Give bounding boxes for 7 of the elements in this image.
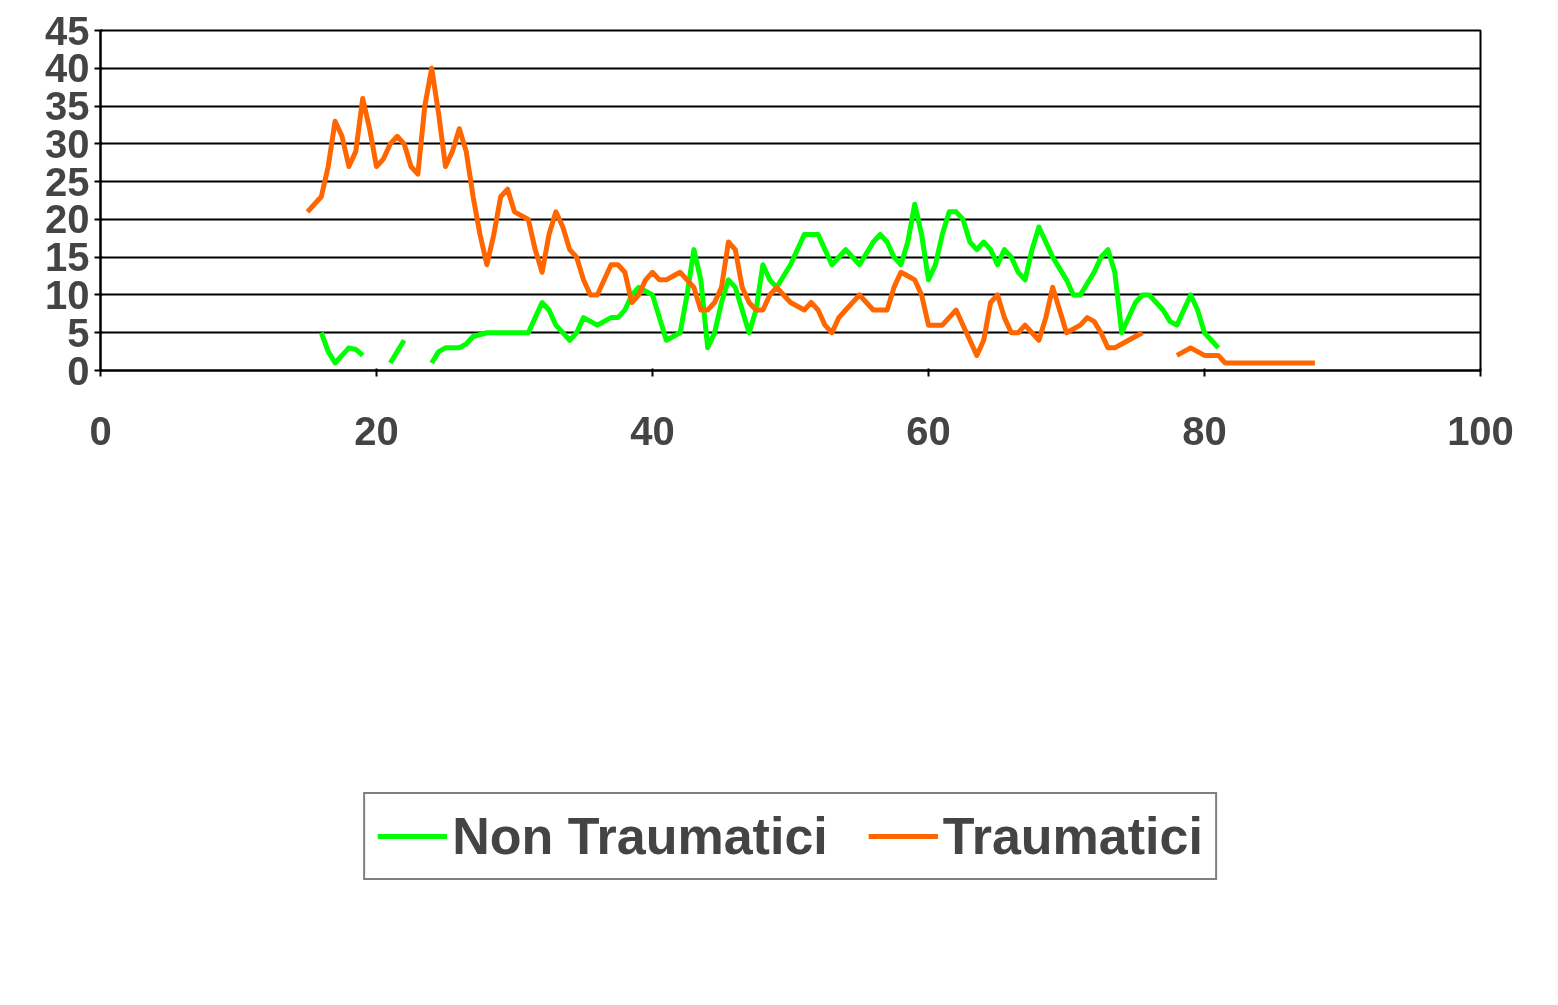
x-tick-label: 80 [1182,408,1227,453]
legend-label: Traumatici [942,806,1203,866]
x-tick-label: 20 [354,408,399,453]
x-tick-label: 100 [1447,408,1514,453]
x-tick-label: 60 [906,408,951,453]
x-tick-label: 40 [630,408,675,453]
legend-label: Non Traumatici [452,806,828,866]
